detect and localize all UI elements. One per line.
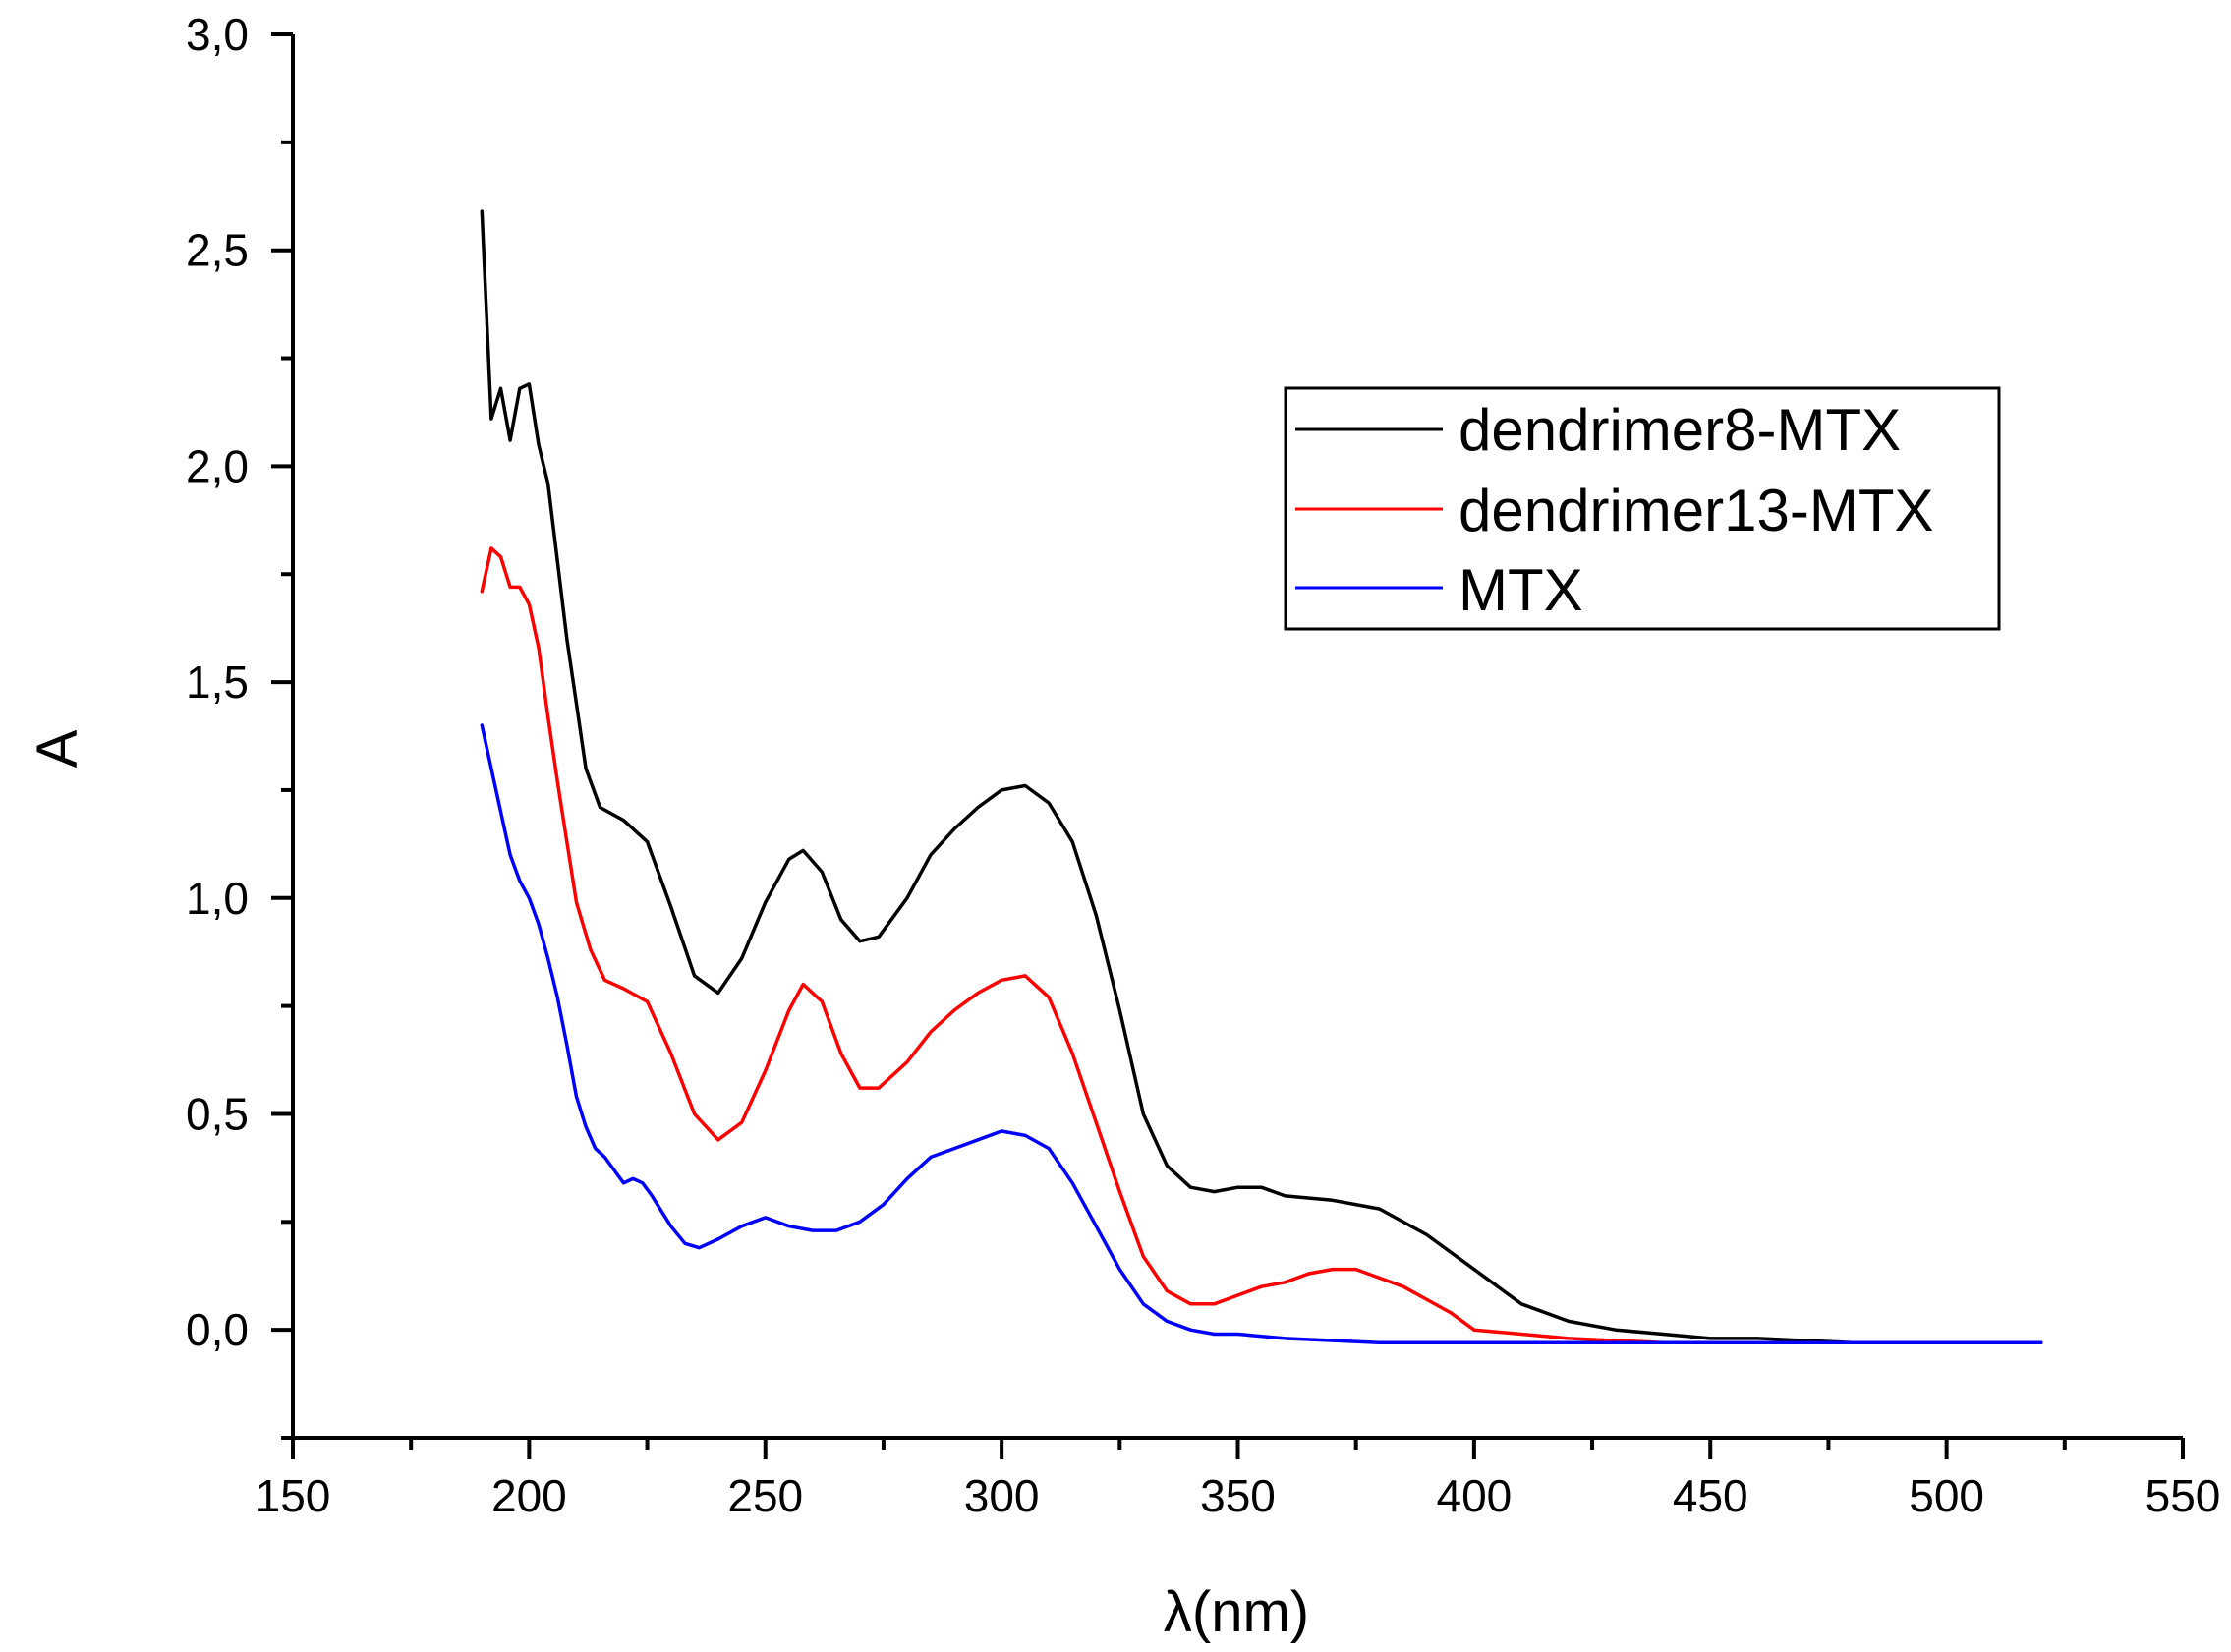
legend-label-mtx: MTX	[1459, 557, 1583, 623]
x-tick-label: 400	[1437, 1470, 1513, 1521]
series-layer	[480, 209, 2043, 1345]
y-axis-title: A	[26, 729, 89, 768]
x-tick-label: 300	[964, 1470, 1040, 1521]
x-axis-title: λ(nm)	[1164, 1580, 1309, 1644]
x-tick-label: 150	[256, 1470, 331, 1521]
legend-label-dendrimer13-mtx: dendrimer13-MTX	[1459, 478, 1934, 543]
x-ticks: 150 200 250 300 350 400 450 500 550	[256, 1438, 2221, 1521]
y-tick-label: 3,0	[186, 9, 249, 60]
y-tick-label: 2,0	[186, 440, 249, 491]
axes: 150 200 250 300 350 400 450 500 550 0,0 0,5 1,0 1,5…	[186, 9, 2220, 1521]
legend: dendrimer8-MTX dendrimer13-MTX MTX	[1284, 386, 2001, 631]
x-tick-label: 250	[727, 1470, 803, 1521]
x-tick-label: 450	[1673, 1470, 1748, 1521]
x-tick-label: 550	[2145, 1470, 2221, 1521]
y-tick-label: 1,0	[186, 873, 249, 924]
legend-label-dendrimer8-mtx: dendrimer8-MTX	[1459, 397, 1901, 463]
x-tick-label: 200	[491, 1470, 567, 1521]
x-tick-label: 500	[1909, 1470, 1984, 1521]
y-tick-label: 2,5	[186, 225, 249, 276]
y-tick-label: 1,5	[186, 656, 249, 708]
series-line-dendrimer13-mtx	[480, 546, 2043, 1345]
series-line-dendrimer8-mtx	[480, 209, 2043, 1345]
x-tick-label: 350	[1200, 1470, 1276, 1521]
series-line-mtx	[480, 723, 2043, 1345]
y-tick-label: 0,0	[186, 1304, 249, 1355]
y-ticks: 0,0 0,5 1,0 1,5 2,0 2,5 3,0	[186, 9, 293, 1440]
y-tick-label: 0,5	[186, 1088, 249, 1139]
